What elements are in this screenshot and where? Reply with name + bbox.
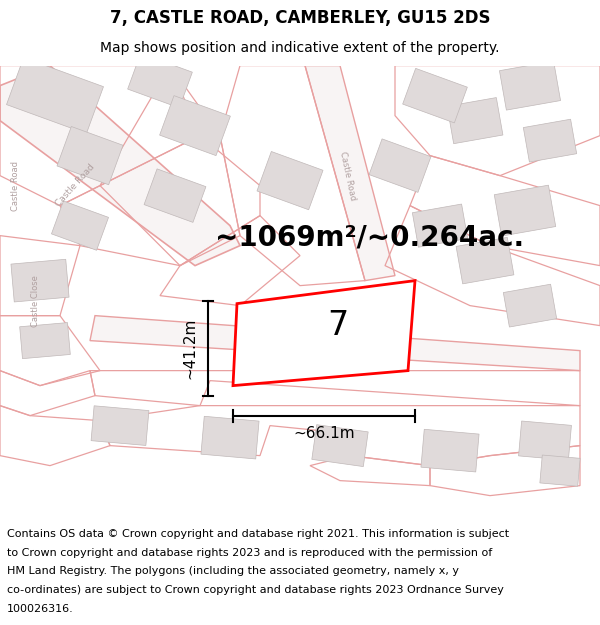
Text: ~1069m²/~0.264ac.: ~1069m²/~0.264ac. — [215, 224, 524, 252]
Polygon shape — [494, 185, 556, 236]
Polygon shape — [128, 53, 193, 108]
Text: Castle Close: Castle Close — [302, 352, 358, 364]
Text: Castle Road: Castle Road — [338, 150, 358, 201]
Text: to Crown copyright and database rights 2023 and is reproduced with the permissio: to Crown copyright and database rights 2… — [7, 548, 493, 558]
Text: Map shows position and indicative extent of the property.: Map shows position and indicative extent… — [100, 41, 500, 55]
Text: 7, CASTLE ROAD, CAMBERLEY, GU15 2DS: 7, CASTLE ROAD, CAMBERLEY, GU15 2DS — [110, 9, 490, 27]
Polygon shape — [90, 316, 580, 371]
Polygon shape — [447, 98, 503, 144]
Polygon shape — [412, 204, 467, 248]
Text: Castle Road: Castle Road — [53, 162, 97, 209]
Text: Contains OS data © Crown copyright and database right 2021. This information is : Contains OS data © Crown copyright and d… — [7, 529, 509, 539]
Text: HM Land Registry. The polygons (including the associated geometry, namely x, y: HM Land Registry. The polygons (includin… — [7, 566, 459, 576]
Text: ~41.2m: ~41.2m — [182, 318, 197, 379]
Polygon shape — [499, 61, 560, 110]
Polygon shape — [369, 139, 431, 192]
Polygon shape — [57, 126, 123, 185]
Polygon shape — [403, 68, 467, 123]
Polygon shape — [523, 119, 577, 162]
Polygon shape — [456, 238, 514, 284]
Polygon shape — [305, 66, 395, 281]
Text: Castle Road: Castle Road — [10, 161, 19, 211]
Text: 100026316.: 100026316. — [7, 604, 74, 614]
Text: Castle Close: Castle Close — [31, 275, 40, 326]
Polygon shape — [20, 322, 70, 359]
Polygon shape — [201, 416, 259, 459]
Polygon shape — [91, 406, 149, 446]
Polygon shape — [160, 96, 230, 156]
Polygon shape — [312, 424, 368, 467]
Text: co-ordinates) are subject to Crown copyright and database rights 2023 Ordnance S: co-ordinates) are subject to Crown copyr… — [7, 585, 504, 595]
Polygon shape — [257, 151, 323, 210]
Polygon shape — [518, 421, 571, 460]
Polygon shape — [144, 169, 206, 222]
Polygon shape — [540, 455, 580, 486]
Text: ~66.1m: ~66.1m — [293, 426, 355, 441]
Polygon shape — [233, 281, 415, 386]
Polygon shape — [0, 66, 240, 266]
Polygon shape — [7, 58, 103, 134]
Text: 7: 7 — [328, 309, 349, 342]
Polygon shape — [11, 259, 69, 302]
Polygon shape — [52, 201, 109, 250]
Polygon shape — [421, 429, 479, 472]
Polygon shape — [503, 284, 557, 327]
